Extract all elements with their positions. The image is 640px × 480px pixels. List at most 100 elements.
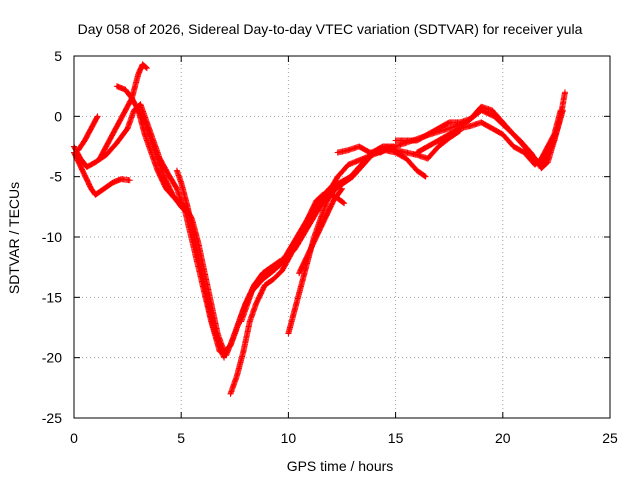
data-point [534,157,536,160]
x-tick-label: 0 [70,430,78,446]
data-point [242,350,245,353]
data-point [362,163,365,166]
data-point [137,73,140,76]
data-point [334,187,337,190]
x-tick-label: 15 [388,430,404,446]
data-point [559,109,562,112]
data-point [180,205,183,208]
data-point [143,133,146,136]
data-point [90,127,93,130]
data-point [124,88,127,91]
data-point [347,149,350,152]
y-tick-label: -5 [50,169,63,185]
data-point [358,145,361,148]
data-point [437,139,440,142]
data-point [163,175,165,178]
data-point [171,193,174,196]
data-point [94,161,97,164]
data-point [240,320,243,323]
data-point [328,187,331,190]
data-point [253,284,256,287]
data-point [111,181,114,184]
data-point [272,278,275,281]
data-point [458,121,461,124]
data-point [133,109,135,112]
data-point [448,137,451,140]
data-point [426,133,429,136]
y-tick-label: 0 [54,108,62,124]
y-axis-label: SDTVAR / TECUs [6,182,22,294]
data-point [523,145,526,148]
data-point [368,151,371,154]
data-point [416,139,418,142]
data-point [351,175,354,178]
data-point [501,121,504,124]
data-point [512,145,515,148]
x-tick-label: 20 [495,430,511,446]
data-point [448,133,451,136]
data-point [448,121,451,124]
data-point [343,181,346,184]
data-point [300,284,303,287]
data-point [540,167,543,170]
y-tick-label: -25 [42,410,62,426]
data-point [85,166,88,168]
data-point [175,187,178,190]
data-point [205,296,208,299]
data-point [115,141,118,144]
data-point [167,173,170,176]
data-point [218,344,221,347]
data-point [298,272,301,275]
data-point [145,67,148,70]
data-point [448,127,451,130]
data-point [186,205,189,208]
data-point [321,193,324,196]
data-point [319,217,322,220]
data-point [180,181,183,184]
data-point [199,266,202,269]
data-point [564,91,566,94]
data-point [315,236,318,238]
data-point [480,121,483,124]
data-point [229,392,232,395]
data-point [175,169,178,172]
data-point [480,105,483,108]
data-point [546,161,549,164]
series-trace-15 [381,127,463,162]
y-tick-label: -15 [42,289,62,305]
data-point [193,236,196,238]
data-point [270,266,273,269]
data-point [426,157,429,160]
data-point [469,117,472,120]
data-point [103,187,105,190]
data-point [156,157,159,160]
data-point [285,254,288,257]
data-point [96,115,99,118]
data-point [437,145,440,148]
data-point [332,199,335,202]
data-point [523,151,526,154]
data-point [553,133,556,136]
data-point [540,157,543,160]
data-point [287,332,290,335]
data-point [416,169,418,172]
data-point [336,175,339,178]
data-point [143,121,146,124]
data-point [105,145,108,148]
data-point [437,127,440,130]
data-point [289,254,292,257]
data-point [98,157,101,160]
data-point [150,151,153,154]
data-point [130,97,133,100]
grid-lines [74,56,610,418]
data-point [323,217,326,220]
data-point [223,356,226,359]
data-point [278,260,281,263]
data-point [246,302,249,305]
x-axis-label: GPS time / hours [287,458,394,474]
series-trace-3 [75,113,101,154]
data-point [156,169,159,172]
data-point [261,272,264,275]
